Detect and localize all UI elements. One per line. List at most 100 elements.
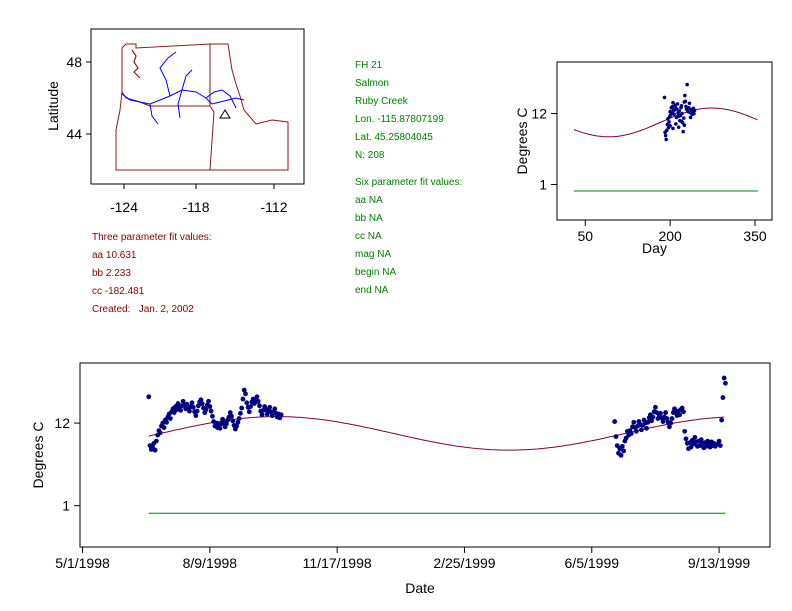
six-param-title: Six parameter fit values: [355, 177, 463, 188]
data-point [206, 398, 211, 404]
x-tick-label: 5/1/1998 [55, 555, 110, 571]
data-point [267, 404, 273, 410]
data-point [208, 408, 214, 414]
map-frame [90, 28, 305, 185]
data-point [639, 427, 644, 433]
created-date: Created: Jan. 2, 2002 [92, 304, 194, 315]
data-point [650, 414, 656, 420]
data-point [683, 99, 688, 104]
data-point [667, 120, 671, 124]
data-point [198, 397, 204, 403]
y-axis-label: Degrees C [514, 108, 530, 175]
data-point [658, 410, 663, 416]
map-y-label: Latitude [45, 81, 61, 131]
map-y-tick-label: 48 [66, 54, 82, 70]
data-point [687, 105, 691, 110]
data-point [664, 416, 670, 421]
data-point [180, 398, 186, 404]
data-point [663, 133, 668, 138]
data-point [207, 404, 213, 409]
data-point [721, 375, 727, 381]
data-point [682, 428, 688, 434]
data-point [167, 416, 173, 421]
river-tributary [181, 69, 193, 91]
data-point [199, 401, 205, 406]
six-param-aa: aa NA [355, 195, 383, 206]
data-point [649, 418, 655, 424]
puget-sound [131, 49, 141, 79]
plot-frame [79, 362, 771, 548]
river-columbia [121, 89, 245, 105]
data-point [633, 428, 639, 434]
data-point [674, 122, 678, 126]
data-point [672, 112, 676, 117]
river-upper-columbia [159, 51, 177, 97]
x-tick-label: 6/5/1999 [565, 555, 620, 571]
six-param-cc: cc NA [355, 231, 382, 242]
data-point [645, 419, 651, 425]
six-param-bb: bb NA [355, 213, 383, 224]
data-point [720, 395, 726, 400]
data-point [705, 438, 711, 444]
data-point [631, 419, 637, 425]
data-point [683, 436, 689, 442]
data-point [692, 434, 698, 440]
x-tick-label: 200 [658, 228, 682, 244]
y-tick-label: 1 [539, 177, 547, 193]
data-point [278, 412, 284, 418]
species: Salmon [355, 78, 389, 89]
y-tick-label: 12 [54, 415, 70, 431]
data-point [717, 443, 723, 449]
data-point [195, 403, 201, 409]
data-point [679, 405, 685, 411]
data-point [618, 452, 624, 458]
data-point [203, 407, 209, 412]
data-point [220, 416, 225, 422]
data-point [257, 403, 262, 409]
three-param-cc: cc -182.481 [92, 286, 145, 297]
x-tick-label: 9/13/1999 [688, 555, 750, 571]
six-param-end: end NA [355, 285, 389, 296]
data-point [663, 410, 669, 415]
data-point [692, 108, 697, 113]
data-point [677, 412, 683, 418]
data-point [619, 443, 625, 449]
data-point [716, 438, 722, 444]
data-point [152, 447, 158, 453]
data-point [612, 419, 618, 424]
data-point [719, 417, 725, 423]
x-axis-label: Date [405, 580, 435, 596]
data-point [246, 409, 252, 415]
data-point [668, 420, 674, 426]
state-outline-idaho [210, 43, 289, 171]
map-x-tick-label: -112 [261, 199, 288, 215]
data-point [209, 413, 215, 419]
x-tick-label: 11/17/1998 [303, 555, 372, 571]
data-point [723, 380, 728, 386]
site-info-block: FH 21 Salmon Ruby Creek Lon. -115.878071… [355, 60, 444, 168]
data-point [675, 102, 680, 106]
data-point [190, 404, 196, 410]
state-outline-washington [121, 43, 211, 107]
data-point [662, 95, 667, 100]
x-tick-label: 50 [578, 228, 594, 244]
site-id: FH 21 [355, 60, 383, 71]
six-param-begin: begin NA [355, 267, 397, 278]
data-point [175, 401, 181, 406]
data-point [217, 425, 223, 431]
data-point [660, 419, 666, 424]
data-point [677, 109, 682, 113]
date-series-chart: 5/1/1998 8/9/1998 11/17/1998 2/25/1999 6/5/1… [30, 362, 771, 596]
state-outline-oregon [115, 91, 215, 171]
data-point [243, 391, 248, 397]
data-point [671, 100, 675, 105]
data-point [685, 82, 689, 87]
data-point [164, 419, 169, 425]
data-point [672, 406, 677, 412]
x-tick-label: 350 [743, 228, 767, 244]
fit-curve [573, 107, 758, 138]
data-point [240, 396, 246, 402]
data-point [178, 407, 183, 413]
y-tick-label: 1 [62, 498, 70, 514]
map-x-tick-label: -124 [110, 199, 138, 215]
